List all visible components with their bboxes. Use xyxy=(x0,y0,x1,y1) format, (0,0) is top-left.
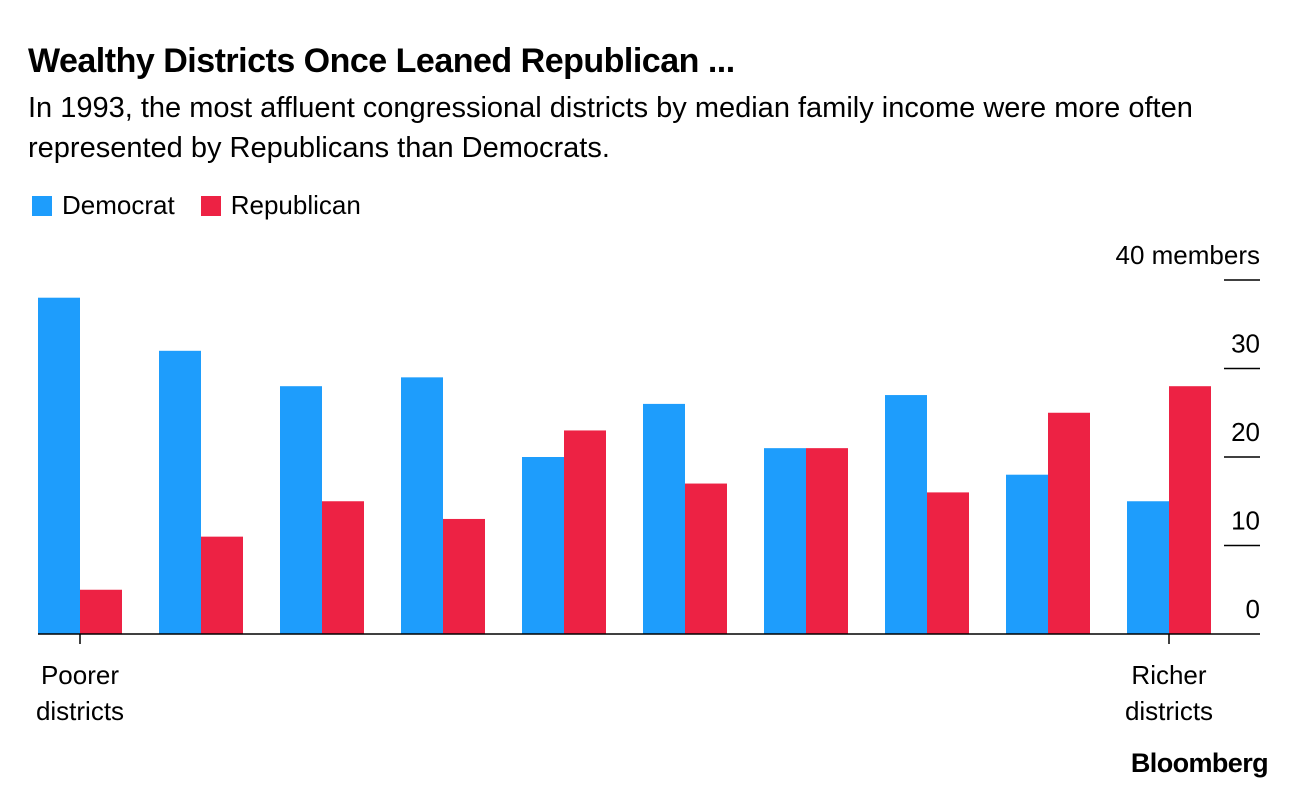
legend-item-republican: Republican xyxy=(200,190,361,221)
bar-republican-9 xyxy=(1048,412,1090,634)
chart-subtitle: In 1993, the most affluent congressional… xyxy=(28,92,1193,164)
bar-democrat-10 xyxy=(1127,501,1169,634)
bar-democrat-4 xyxy=(401,377,443,634)
bar-republican-3 xyxy=(322,501,364,634)
y-tick-label-40: 40 members xyxy=(1116,240,1261,270)
y-tick-label-20: 20 xyxy=(1231,417,1260,447)
legend: Democrat Republican xyxy=(32,190,387,221)
legend-label-republican: Republican xyxy=(230,190,361,220)
x-label-poorer-districts: Poorer districts xyxy=(36,660,124,726)
bar-republican-5 xyxy=(564,430,606,634)
y-tick-label-30: 30 xyxy=(1231,329,1260,359)
bar-republican-4 xyxy=(443,518,485,634)
legend-label-democrat: Democrat xyxy=(62,190,175,220)
bar-republican-6 xyxy=(685,483,727,634)
y-tick-label-0: 0 xyxy=(1246,594,1260,624)
bar-democrat-2 xyxy=(159,350,201,634)
bar-democrat-8 xyxy=(885,395,927,634)
chart-title: Wealthy Districts Once Leaned Republican… xyxy=(28,42,735,80)
bar-republican-8 xyxy=(927,492,969,634)
bar-republican-7 xyxy=(806,448,848,634)
bar-republican-2 xyxy=(201,536,243,634)
bar-democrat-1 xyxy=(38,297,80,634)
bar-democrat-9 xyxy=(1006,474,1048,634)
y-tick-label-10: 10 xyxy=(1231,506,1260,536)
legend-swatch-republican xyxy=(200,195,221,216)
bloomberg-logo: Bloomberg xyxy=(1130,748,1269,778)
bar-republican-1 xyxy=(80,589,122,634)
bar-chart: 0 10 20 30 40 members Poorer districts Richer di… xyxy=(36,240,1261,726)
bar-democrat-6 xyxy=(643,403,685,634)
legend-item-democrat: Democrat xyxy=(32,190,175,221)
bar-democrat-3 xyxy=(280,386,322,634)
legend-swatch-democrat xyxy=(32,195,52,216)
bar-democrat-7 xyxy=(764,448,806,634)
bar-democrat-5 xyxy=(522,457,564,634)
bar-republican-10 xyxy=(1169,386,1211,634)
x-label-richer-districts: Richer districts xyxy=(1125,660,1213,726)
